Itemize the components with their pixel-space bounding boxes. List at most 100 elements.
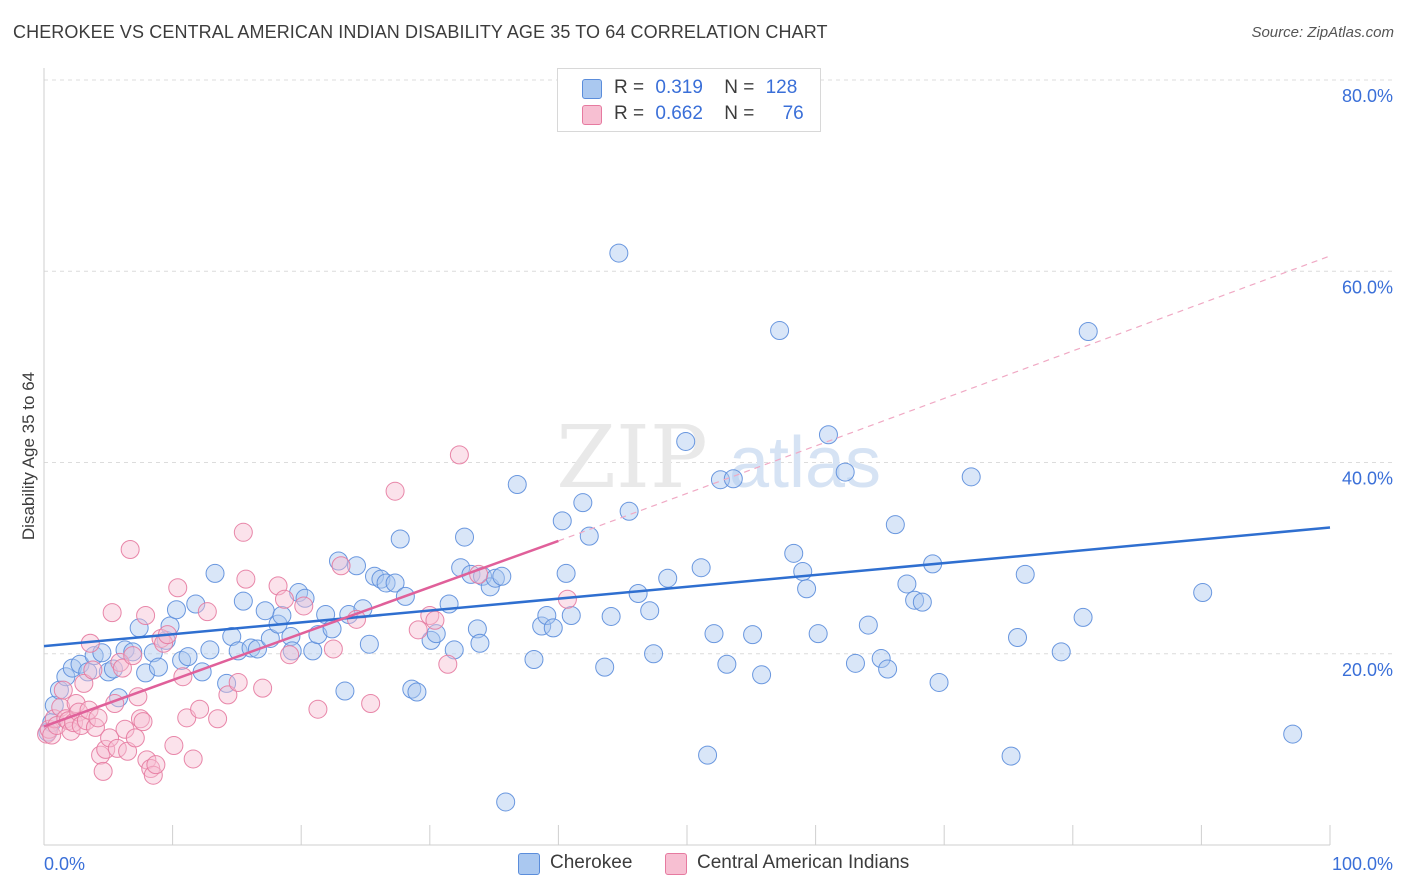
cherokee-point (115, 640, 135, 660)
cherokee-point (496, 792, 516, 812)
central-american-indian-point (331, 556, 351, 576)
cherokee-point (885, 515, 905, 535)
cherokee-point (905, 590, 925, 610)
cherokee-point (444, 640, 464, 660)
central-american-indian-point (83, 660, 103, 680)
x-tick-labels: 0.0% 100.0% (44, 854, 1393, 874)
cherokee-point (371, 569, 391, 589)
cherokee-point (390, 529, 410, 549)
grid-lines (44, 79, 1392, 655)
legend-n-value: 76 (782, 103, 804, 124)
cherokee-point (272, 606, 292, 625)
cherokee-point (1008, 627, 1028, 647)
cherokee-point (402, 679, 422, 699)
cherokee-point (359, 634, 379, 654)
central-american-indian-point (385, 481, 405, 501)
central-american-indian-point (164, 736, 184, 756)
cherokee-point (835, 462, 855, 482)
cherokee-point (752, 665, 772, 685)
central-american-indian-point (308, 699, 328, 719)
chart-source: Source: ZipAtlas.com (1251, 24, 1394, 41)
cherokee-point (1001, 746, 1021, 766)
cherokee-point (543, 618, 563, 638)
cherokee-point (579, 526, 599, 546)
cherokee-point (1073, 607, 1093, 627)
cherokee-point (1015, 564, 1035, 584)
central-american-indian-point (146, 755, 166, 775)
cherokee-point (552, 511, 572, 531)
central-american-indian-point (280, 645, 300, 665)
cherokee-point (619, 501, 639, 521)
cherokee-point (858, 615, 878, 635)
central-american-indian-point (93, 761, 113, 781)
central-american-indian-point (136, 606, 156, 625)
cherokee-point (609, 243, 629, 263)
cherokee-point (717, 654, 737, 674)
cherokee-point (871, 649, 891, 669)
central-american-indian-point (91, 745, 111, 765)
central-american-indian-point (190, 699, 210, 719)
central-american-indian-point (469, 564, 489, 584)
central-american-indian-point (233, 522, 253, 542)
central-american-indian-point (197, 602, 217, 622)
cherokee-point (507, 474, 527, 494)
cherokee-point (595, 657, 615, 677)
legend: R = 0.319 N = 128 R = 0.662 N = 76 (557, 68, 821, 132)
data-points (37, 243, 1303, 812)
central-american-indian-point (168, 578, 188, 598)
watermark-zip: ZIP (556, 408, 708, 508)
bottom-legend-label-cherokee: Cherokee (550, 852, 633, 873)
watermark: ZIP atlas (556, 408, 881, 508)
cherokee-point (524, 649, 544, 669)
cherokee-point (335, 681, 355, 701)
cherokee-point (808, 624, 828, 644)
central-american-indian-point (408, 620, 428, 640)
cherokee-point (421, 630, 441, 650)
cherokee-point (1283, 724, 1303, 744)
cherokee-point (70, 654, 90, 674)
cherokee-point (797, 579, 817, 599)
central-american-indian-point (183, 749, 203, 769)
cherokee-point (704, 624, 724, 644)
cherokee-trend-line (43, 526, 1331, 648)
cherokee-point (44, 695, 64, 715)
cherokee-point (136, 663, 156, 683)
cherokee-point (929, 672, 949, 692)
cherokee-point (561, 606, 581, 625)
cherokee-point (200, 640, 220, 660)
cherokee-point (644, 644, 664, 664)
cherokee-point (698, 745, 718, 765)
y-tick-label: 40.0% (1342, 469, 1393, 489)
bottom-legend-swatch-cherokee (518, 853, 540, 875)
x-tick-label: 100.0% (1332, 854, 1393, 874)
central-american-indian-point (74, 673, 94, 693)
y-tick-label: 80.0% (1342, 86, 1393, 106)
cherokee-point (467, 619, 487, 639)
central-american-indian-point (274, 589, 294, 609)
central-american-indian-point (294, 596, 314, 616)
central-american-indian-point (438, 654, 458, 674)
cherokee-point (470, 633, 490, 653)
cherokee-point (691, 558, 711, 578)
chart-title: CHEROKEE VS CENTRAL AMERICAN INDIAN DISA… (13, 22, 828, 42)
cherokee-point (537, 606, 557, 625)
central-american-indian-point (208, 709, 228, 729)
watermark-atlas: atlas (729, 423, 881, 503)
cherokee-point (770, 321, 790, 341)
cherokee-point (407, 682, 427, 702)
cherokee-point (878, 659, 898, 679)
y-tick-label: 20.0% (1342, 660, 1393, 680)
cherokee-point (84, 646, 104, 666)
legend-n-label: N = (724, 77, 755, 98)
cherokee-point (845, 653, 865, 673)
cherokee-point (178, 647, 198, 667)
cherokee-point (455, 527, 475, 547)
cherokee-point (346, 556, 366, 576)
central-american-indian-point (120, 540, 140, 560)
y-tick-label: 60.0% (1342, 277, 1393, 297)
central-american-indian-trend-extension (558, 255, 1331, 542)
cherokee-point (385, 573, 405, 593)
central-american-indian-point (88, 708, 108, 728)
central-american-indian-point (425, 610, 445, 630)
